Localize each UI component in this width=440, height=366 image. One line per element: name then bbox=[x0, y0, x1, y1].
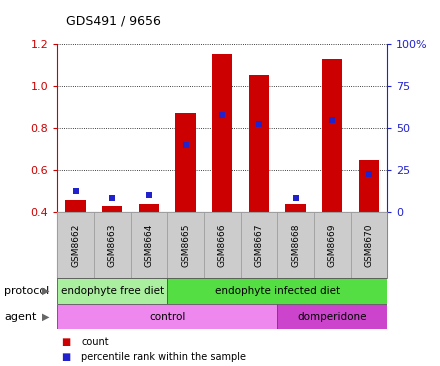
Text: GSM8662: GSM8662 bbox=[71, 224, 80, 267]
Bar bbox=[66, 199, 86, 212]
Text: GSM8669: GSM8669 bbox=[328, 224, 337, 267]
Text: GDS491 / 9656: GDS491 / 9656 bbox=[66, 15, 161, 28]
Text: GSM8667: GSM8667 bbox=[254, 224, 264, 267]
Bar bbox=[351, 212, 387, 278]
Bar bbox=[131, 212, 167, 278]
Text: agent: agent bbox=[4, 311, 37, 322]
Text: ■: ■ bbox=[62, 352, 71, 362]
Bar bbox=[167, 212, 204, 278]
Bar bbox=[322, 59, 342, 212]
Bar bbox=[57, 212, 94, 278]
Bar bbox=[277, 304, 387, 329]
Text: GSM8668: GSM8668 bbox=[291, 224, 300, 267]
Text: GSM8670: GSM8670 bbox=[364, 224, 374, 267]
Bar bbox=[212, 55, 232, 212]
Bar bbox=[249, 75, 269, 212]
Text: endophyte infected diet: endophyte infected diet bbox=[215, 286, 340, 296]
Bar bbox=[167, 278, 387, 304]
Bar bbox=[241, 212, 277, 278]
Bar bbox=[204, 212, 241, 278]
Bar bbox=[176, 113, 196, 212]
Bar bbox=[277, 212, 314, 278]
Bar bbox=[139, 204, 159, 212]
Bar bbox=[359, 160, 379, 212]
Bar bbox=[286, 204, 306, 212]
Text: control: control bbox=[149, 311, 185, 322]
Text: protocol: protocol bbox=[4, 286, 50, 296]
Text: ▶: ▶ bbox=[42, 286, 50, 296]
Bar bbox=[57, 278, 167, 304]
Text: GSM8663: GSM8663 bbox=[108, 224, 117, 267]
Bar bbox=[57, 304, 277, 329]
Text: GSM8664: GSM8664 bbox=[144, 224, 154, 267]
Text: ▶: ▶ bbox=[42, 311, 50, 322]
Text: GSM8666: GSM8666 bbox=[218, 224, 227, 267]
Bar bbox=[314, 212, 351, 278]
Text: ■: ■ bbox=[62, 337, 71, 347]
Text: domperidone: domperidone bbox=[297, 311, 367, 322]
Bar bbox=[94, 212, 131, 278]
Text: GSM8665: GSM8665 bbox=[181, 224, 190, 267]
Text: percentile rank within the sample: percentile rank within the sample bbox=[81, 352, 246, 362]
Bar bbox=[102, 206, 122, 212]
Text: count: count bbox=[81, 337, 109, 347]
Text: endophyte free diet: endophyte free diet bbox=[61, 286, 164, 296]
